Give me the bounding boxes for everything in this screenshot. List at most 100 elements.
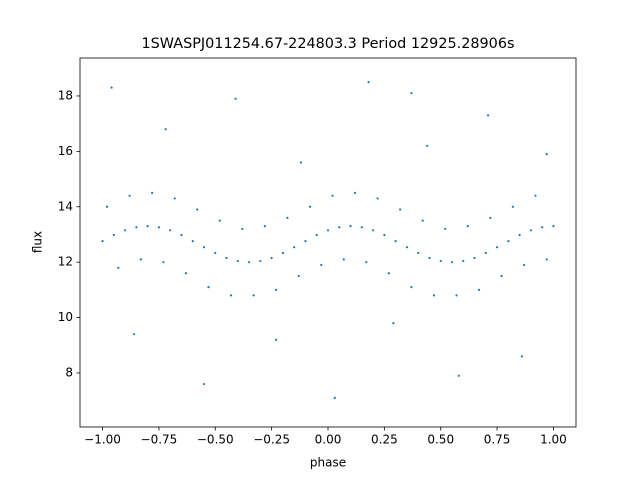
point — [299, 161, 303, 164]
point — [444, 227, 447, 231]
point — [202, 246, 206, 249]
point — [184, 272, 188, 275]
point — [247, 261, 251, 264]
point — [371, 229, 375, 232]
point — [466, 225, 469, 228]
x-tick-label: −0.50 — [197, 433, 234, 447]
x-tick-label: −0.25 — [253, 433, 290, 447]
point — [338, 226, 341, 229]
point — [428, 256, 431, 260]
point — [331, 194, 334, 197]
point — [534, 194, 537, 197]
point — [529, 229, 533, 232]
point — [552, 225, 555, 228]
x-tick-label: 0.00 — [315, 433, 342, 447]
point — [286, 216, 289, 219]
y-tick-label: 18 — [58, 88, 73, 102]
point — [399, 208, 402, 211]
point — [489, 216, 492, 219]
x-axis-label: phase — [310, 456, 346, 470]
point — [405, 246, 409, 249]
point — [320, 263, 323, 267]
point — [110, 86, 113, 89]
point — [387, 272, 390, 275]
point — [214, 251, 217, 255]
point — [169, 229, 172, 232]
point — [304, 240, 307, 243]
point — [180, 233, 183, 237]
point — [541, 226, 544, 229]
x-tick-label: −1.00 — [84, 433, 121, 447]
point — [293, 246, 296, 249]
point — [495, 246, 499, 249]
point — [225, 256, 228, 260]
point — [457, 374, 460, 377]
point — [234, 97, 237, 100]
point — [417, 251, 420, 255]
point — [455, 294, 458, 297]
point — [297, 274, 300, 278]
x-tick-label: 0.75 — [484, 433, 511, 447]
point — [139, 258, 142, 261]
point — [117, 266, 120, 269]
point — [473, 256, 476, 260]
point — [128, 194, 131, 197]
point — [275, 338, 278, 341]
point — [105, 205, 109, 208]
point — [275, 288, 278, 291]
point — [353, 191, 357, 195]
point — [432, 294, 436, 297]
point — [367, 81, 370, 84]
point — [342, 258, 345, 261]
point — [229, 294, 233, 297]
point — [133, 333, 136, 336]
point — [101, 240, 104, 243]
point — [164, 128, 167, 131]
point — [383, 233, 386, 237]
point — [157, 226, 161, 229]
y-tick-label: 16 — [58, 144, 73, 158]
point — [486, 114, 490, 117]
point — [236, 259, 239, 263]
point — [518, 233, 521, 237]
point — [392, 322, 395, 325]
x-tick-label: 0.50 — [427, 433, 454, 447]
point — [263, 225, 266, 228]
point — [308, 205, 312, 208]
point — [202, 382, 206, 386]
y-tick-label: 12 — [58, 255, 73, 269]
point — [151, 191, 154, 195]
point — [112, 233, 115, 237]
point — [523, 263, 526, 267]
y-tick-label: 14 — [58, 199, 73, 213]
point — [123, 229, 127, 232]
point — [173, 197, 176, 200]
point — [135, 226, 138, 229]
point — [252, 294, 255, 297]
point — [196, 208, 199, 211]
x-tick-label: 1.00 — [540, 433, 567, 447]
point — [162, 261, 165, 264]
point — [450, 261, 454, 264]
point — [520, 355, 523, 358]
point — [462, 259, 465, 263]
chart-title: 1SWASPJ011254.67-224803.3 Period 12925.2… — [142, 36, 515, 52]
point — [545, 258, 548, 261]
point — [315, 233, 318, 237]
x-tick-label: −0.75 — [141, 433, 178, 447]
point — [477, 288, 481, 291]
point — [360, 226, 363, 229]
point — [259, 259, 262, 263]
point — [326, 229, 330, 232]
point — [376, 197, 379, 200]
point — [333, 396, 336, 400]
point — [410, 286, 413, 289]
point — [241, 227, 244, 231]
point — [421, 219, 424, 222]
point — [511, 205, 514, 208]
point — [365, 261, 368, 264]
point — [349, 225, 352, 228]
point — [426, 144, 429, 147]
